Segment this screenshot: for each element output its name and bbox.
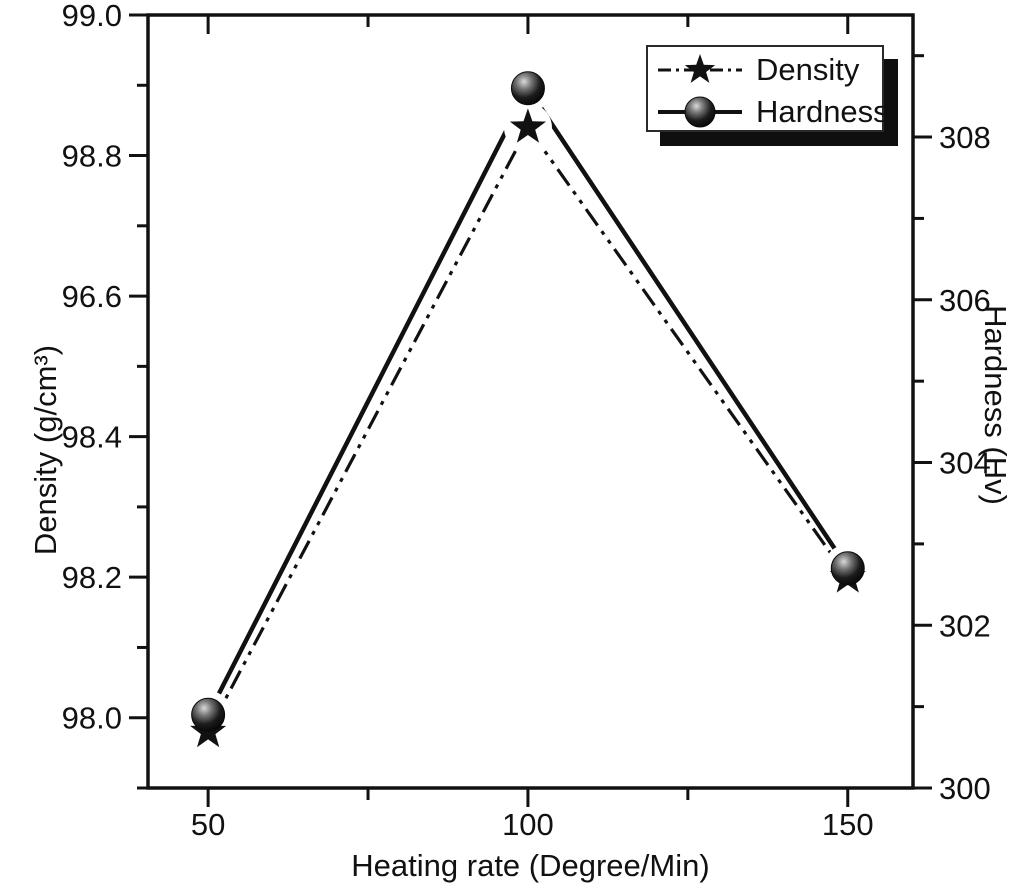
- left-axis-tick-label: 98.4: [62, 420, 122, 455]
- right-axis-tick-label: 300: [939, 771, 991, 806]
- right-axis-tick-label: 302: [939, 608, 991, 643]
- x-axis-tick-label: 100: [502, 807, 554, 842]
- density-line-sample-icon: [658, 54, 742, 83]
- sphere-marker-icon: [684, 96, 716, 128]
- star-marker: [509, 108, 546, 143]
- left-axis-ticks: 99.0 98.8 96.6 98.4 98.2 98.0: [62, 0, 148, 790]
- sphere-marker: [830, 551, 865, 586]
- right-axis-ticks: 308 306 304 302 300: [913, 54, 991, 806]
- top-axis-ticks: [206, 15, 850, 34]
- right-axis-tick-label: 308: [939, 120, 991, 155]
- left-axis-tick-label: 98.8: [62, 139, 122, 174]
- right-axis-title: Hardness (Hv): [978, 305, 1013, 505]
- marker-halos: [184, 64, 872, 756]
- left-axis-tick-label: 96.6: [62, 279, 122, 314]
- hardness-line-sample-icon: [658, 96, 742, 128]
- sphere-marker: [191, 697, 226, 732]
- density-series-line: [206, 124, 850, 733]
- legend-item-density: Density: [656, 49, 882, 91]
- left-axis-tick-label: 98.2: [62, 560, 122, 595]
- right-axis-tick-label: 304: [939, 446, 991, 481]
- legend-label-density: Density: [756, 52, 860, 87]
- left-axis-title: Density (g/cm³): [28, 344, 63, 556]
- x-axis-ticks: 50 100 150: [191, 788, 874, 842]
- density-series-markers: [190, 108, 866, 748]
- x-axis-title: Heating rate (Degree/Min): [351, 848, 710, 883]
- hardness-series-markers: [191, 71, 865, 732]
- legend-label-hardness: Hardness: [756, 94, 889, 129]
- plot-border: [146, 13, 915, 790]
- left-axis-tick-label: 99.0: [62, 0, 122, 33]
- legend-item-hardness: Hardness: [656, 91, 889, 133]
- hardness-series-line: [206, 83, 850, 716]
- x-axis-tick-label: 150: [822, 807, 874, 842]
- right-axis-tick-label: 306: [939, 283, 991, 318]
- sphere-marker: [510, 71, 545, 106]
- left-axis-tick-label: 98.0: [62, 701, 122, 736]
- legend: Density Hardness: [646, 45, 889, 133]
- star-marker-icon: [684, 54, 716, 83]
- x-axis-tick-label: 50: [191, 807, 225, 842]
